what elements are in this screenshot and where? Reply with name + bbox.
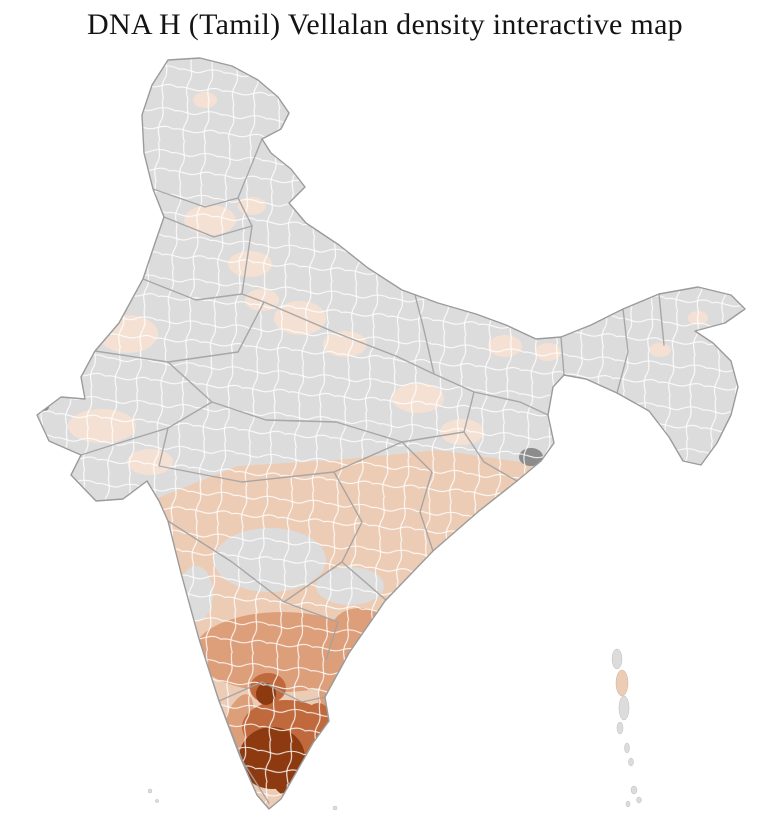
lakshadweep-islands[interactable] xyxy=(147,788,338,811)
andaman-nicobar-islands[interactable] xyxy=(611,648,642,808)
page-title: DNA H (Tamil) Vellalan density interacti… xyxy=(87,8,683,41)
district-borders xyxy=(37,58,745,809)
map-regions[interactable] xyxy=(20,48,760,813)
